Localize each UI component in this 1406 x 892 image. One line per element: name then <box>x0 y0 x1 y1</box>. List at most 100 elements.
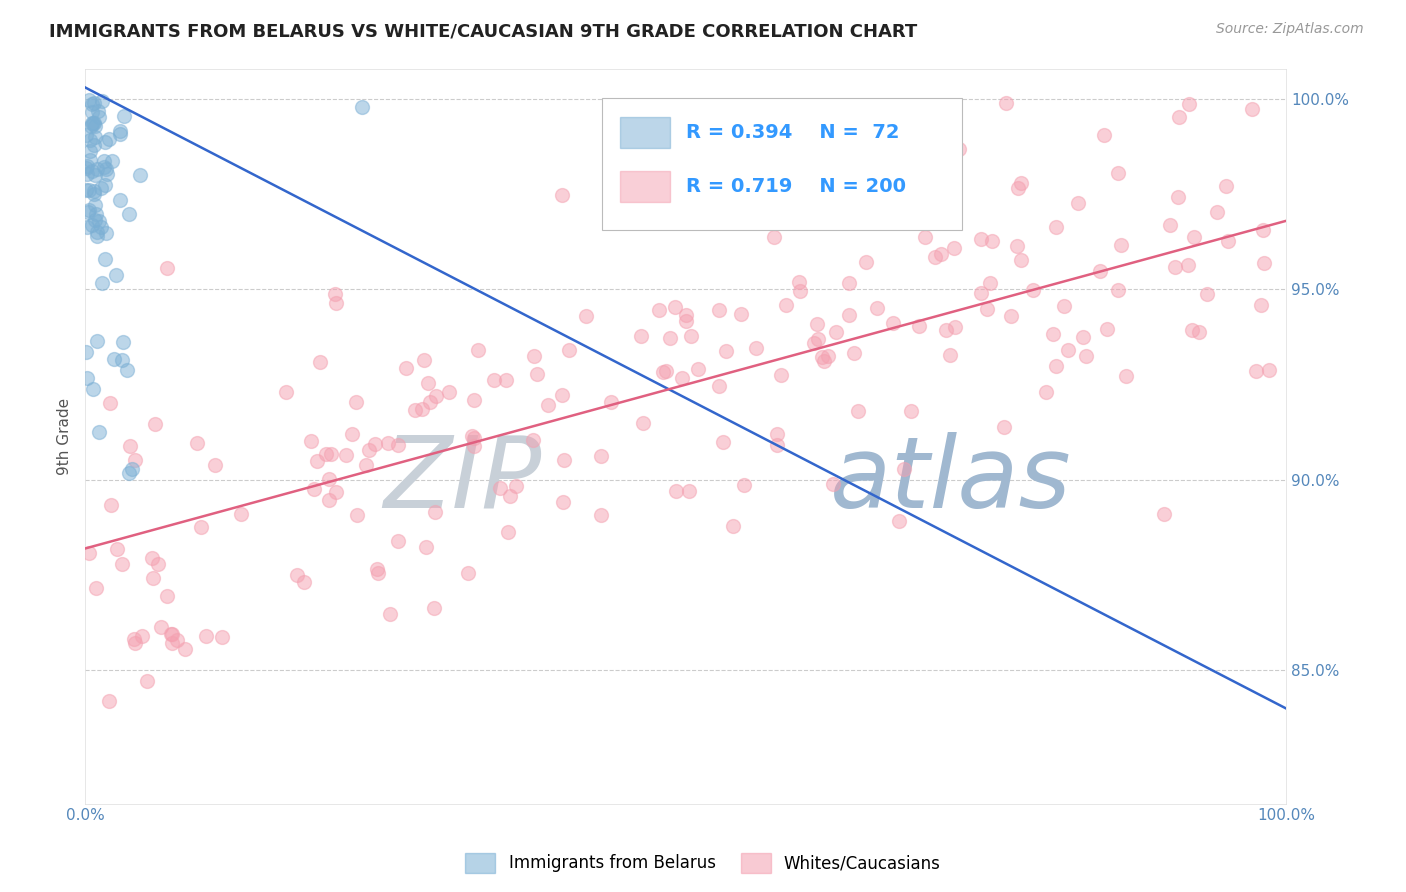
Point <box>96 162 118 177</box>
Y-axis label: 9th Grade: 9th Grade <box>58 398 72 475</box>
Point <box>498 524 520 539</box>
Point <box>1088 264 1111 278</box>
Point <box>1010 176 1032 190</box>
Point <box>948 142 970 156</box>
Point <box>83 138 105 153</box>
Point <box>79 133 101 147</box>
Point <box>1000 309 1022 323</box>
Point <box>75 345 97 359</box>
Point <box>186 436 208 450</box>
Point <box>1053 299 1076 313</box>
Point <box>908 318 931 333</box>
Point <box>93 153 115 168</box>
Point <box>929 247 952 261</box>
Point <box>377 436 399 450</box>
Point <box>730 307 752 321</box>
Point <box>993 420 1015 434</box>
Point <box>526 367 548 381</box>
Point <box>855 254 877 268</box>
Text: Source: ZipAtlas.com: Source: ZipAtlas.com <box>1216 22 1364 37</box>
Point <box>86 161 108 176</box>
Point <box>463 440 485 454</box>
Point <box>325 484 347 499</box>
Point <box>939 348 962 362</box>
Point <box>308 354 330 368</box>
Point <box>1177 258 1199 272</box>
Point <box>806 318 828 332</box>
Point <box>866 301 889 315</box>
Point <box>678 484 700 499</box>
Point <box>1010 252 1032 267</box>
Point <box>86 581 108 595</box>
Point <box>77 205 100 219</box>
Point <box>90 181 112 195</box>
Point <box>82 382 104 396</box>
Point <box>943 319 966 334</box>
Point <box>84 206 107 220</box>
Point <box>675 308 697 322</box>
Point <box>80 164 103 178</box>
Point <box>914 230 936 244</box>
Point <box>122 632 145 647</box>
Point <box>463 431 485 445</box>
Point <box>124 636 146 650</box>
Point <box>75 161 97 175</box>
Point <box>395 361 418 376</box>
Point <box>1167 189 1189 203</box>
Point <box>194 629 217 643</box>
Point <box>467 343 489 357</box>
Point <box>846 403 869 417</box>
Point <box>1195 286 1218 301</box>
Point <box>679 329 702 343</box>
Point <box>83 95 105 110</box>
Point <box>505 479 527 493</box>
Point <box>325 296 347 310</box>
Point <box>299 434 322 448</box>
Point <box>1022 283 1045 297</box>
Point <box>103 352 125 367</box>
Point <box>160 635 183 649</box>
Point <box>1045 219 1067 234</box>
Point <box>821 477 844 491</box>
Point <box>1240 102 1263 116</box>
Point <box>905 198 928 212</box>
Point <box>350 100 373 114</box>
Point <box>495 373 517 387</box>
Point <box>1115 368 1137 383</box>
Point <box>90 219 112 234</box>
Point <box>1076 349 1098 363</box>
Point <box>318 472 340 486</box>
Point <box>1045 359 1067 373</box>
Point <box>1107 166 1129 180</box>
Point <box>404 403 426 417</box>
Point <box>108 127 131 141</box>
Point <box>80 119 103 133</box>
Point <box>342 426 364 441</box>
Point <box>319 447 342 461</box>
Point <box>86 228 108 243</box>
Point <box>80 116 103 130</box>
Point <box>97 131 120 145</box>
Point <box>87 110 110 124</box>
Legend: Immigrants from Belarus, Whites/Caucasians: Immigrants from Belarus, Whites/Caucasia… <box>458 847 948 880</box>
Point <box>1218 234 1240 248</box>
Point <box>1257 363 1279 377</box>
Point <box>1188 325 1211 339</box>
Point <box>84 198 107 212</box>
Point <box>96 167 118 181</box>
Text: IMMIGRANTS FROM BELARUS VS WHITE/CAUCASIAN 9TH GRADE CORRELATION CHART: IMMIGRANTS FROM BELARUS VS WHITE/CAUCASI… <box>49 22 918 40</box>
Point <box>84 212 107 227</box>
Point <box>523 349 546 363</box>
Point <box>1164 260 1187 274</box>
Point <box>173 641 195 656</box>
Point <box>686 361 709 376</box>
Point <box>1095 322 1118 336</box>
Point <box>91 277 114 291</box>
Point <box>591 508 613 522</box>
Point <box>522 433 544 447</box>
Point <box>77 202 100 217</box>
Point <box>76 219 98 234</box>
Point <box>1159 219 1181 233</box>
Point <box>811 351 834 365</box>
Point <box>75 128 97 142</box>
